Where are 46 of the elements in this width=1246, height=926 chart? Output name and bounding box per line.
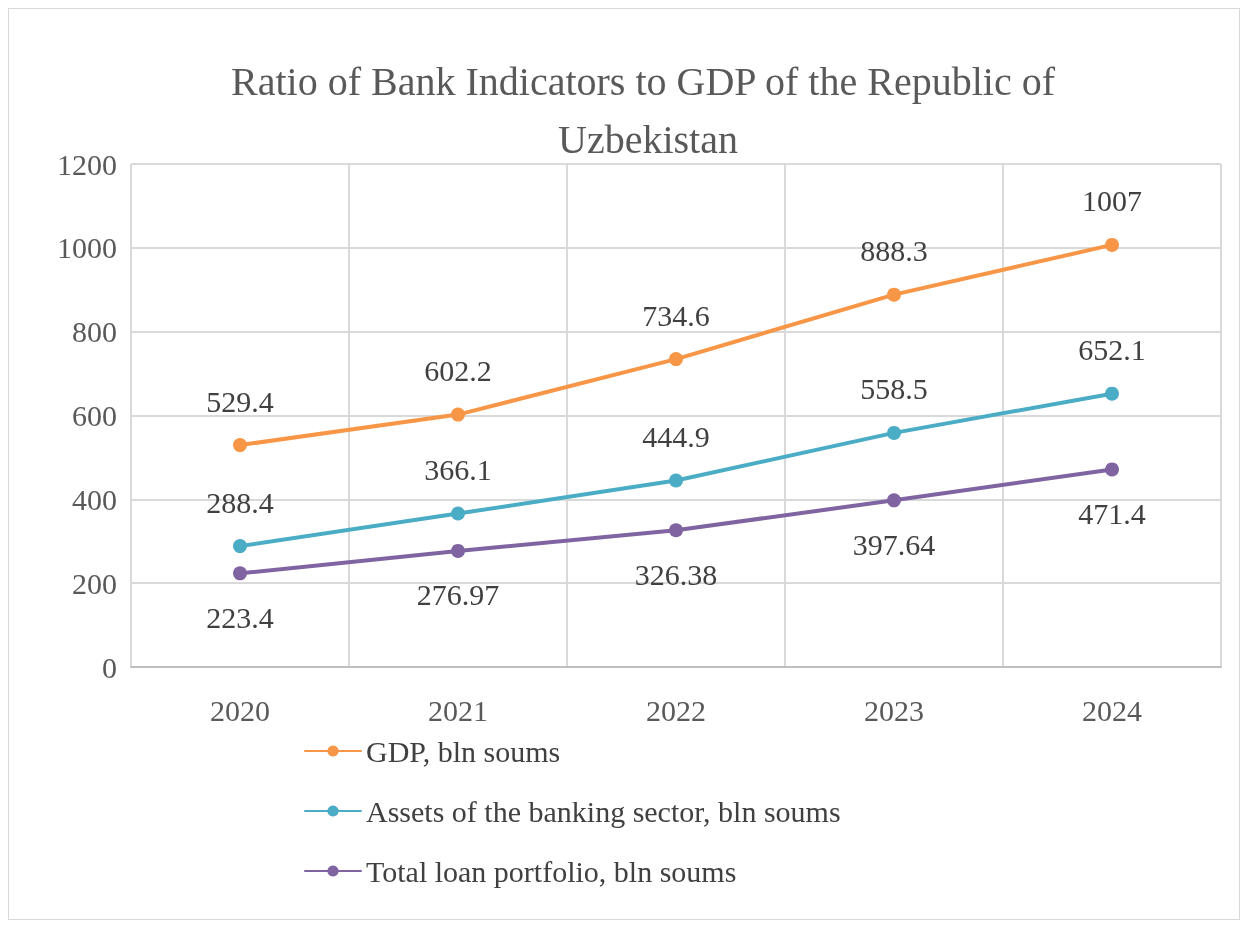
data-label: 397.64	[852, 527, 936, 561]
point	[1105, 237, 1119, 252]
y-tick-label: 400	[72, 482, 117, 516]
data-label: 888.3	[860, 234, 928, 268]
point	[451, 506, 465, 521]
point	[1105, 386, 1119, 401]
data-label: 558.5	[860, 372, 928, 406]
x-tick-label: 2022	[646, 693, 706, 727]
x-tick-label: 2021	[428, 693, 488, 727]
data-label: 444.9	[642, 420, 710, 454]
x-tick-label: 2023	[864, 693, 924, 727]
data-label: 734.6	[642, 298, 710, 332]
data-label: 471.4	[1078, 496, 1146, 530]
data-label: 529.4	[206, 384, 274, 418]
data-label: 366.1	[424, 453, 492, 487]
x-tick-label: 2024	[1082, 693, 1142, 727]
legend-label: Total loan portfolio, bln soums	[366, 854, 737, 888]
point	[887, 425, 901, 440]
point	[451, 543, 465, 558]
y-tick-label: 1200	[57, 147, 117, 181]
y-tick-label: 600	[72, 399, 117, 432]
legend-label: Assets of the banking sector, bln soums	[366, 794, 841, 828]
legend-label: GDP, bln soums	[366, 734, 561, 768]
point	[233, 539, 247, 554]
point	[1105, 462, 1119, 477]
point	[669, 523, 683, 538]
data-label: 602.2	[424, 354, 492, 388]
y-tick-label: 200	[72, 566, 117, 600]
point	[887, 287, 901, 302]
point	[233, 566, 247, 581]
point	[887, 493, 901, 508]
point	[451, 407, 465, 422]
chart-title: Ratio of Bank Indicators to GDP of the Republic of Uzbekistan	[231, 58, 1065, 162]
y-tick-label: 800	[72, 315, 117, 349]
data-label: 276.97	[416, 578, 500, 612]
x-tick-label: 2020	[210, 693, 270, 727]
data-label: 1007	[1082, 184, 1142, 218]
data-label: 223.4	[206, 600, 274, 634]
data-label: 288.4	[206, 485, 274, 519]
data-label: 326.38	[634, 557, 718, 591]
data-label: 652.1	[1078, 333, 1146, 367]
point	[669, 352, 683, 367]
y-tick-label: 1000	[57, 231, 117, 265]
point	[669, 473, 683, 488]
y-tick-label: 0	[102, 650, 117, 684]
point	[233, 438, 247, 453]
